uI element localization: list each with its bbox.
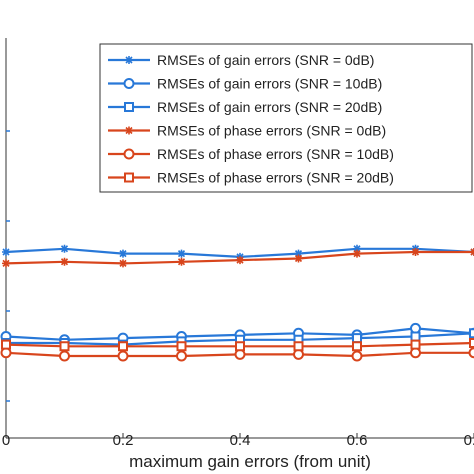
- legend-label: RMSEs of phase errors (SNR = 20dB): [157, 170, 394, 186]
- series-4-point: [2, 259, 10, 268]
- series-3-point: [352, 333, 362, 344]
- series-1-point: [60, 244, 69, 253]
- legend-entry-2: RMSEs of gain errors (SNR = 10dB): [108, 76, 382, 92]
- series-6-point: [59, 341, 70, 352]
- series-4: [2, 248, 474, 268]
- legend-entry-1: RMSEs of gain errors (SNR = 0dB): [108, 52, 374, 68]
- series-layer: [0, 244, 474, 362]
- series-6-point: [352, 341, 362, 352]
- series-4-point: [353, 249, 361, 258]
- legend-point: [123, 148, 135, 160]
- series-5-point: [468, 347, 474, 359]
- series-5-point: [59, 350, 70, 362]
- legend-entry-6: RMSEs of phase errors (SNR = 20dB): [108, 170, 394, 186]
- series-1-point: [353, 244, 361, 253]
- series-4-point: [60, 257, 69, 266]
- x-tick-label: 0.6: [347, 432, 368, 449]
- x-axis-ticks: 0 0.2 0.4 0.6 0.8: [2, 432, 474, 449]
- series-3-point: [469, 328, 474, 339]
- legend-box: [99, 43, 473, 193]
- legend-point: [123, 78, 135, 89]
- series-6-point: [235, 341, 245, 352]
- series-5-point: [351, 350, 363, 362]
- legend-label: RMSEs of phase errors (SNR = 0dB): [157, 123, 386, 139]
- series-6-point: [176, 341, 187, 352]
- legend-entry-5: RMSEs of phase errors (SNR = 10dB): [108, 146, 394, 162]
- series-4-point: [294, 254, 303, 263]
- series-5-point: [176, 350, 187, 362]
- series-6-point: [1, 339, 11, 350]
- series-6-point: [469, 338, 474, 348]
- series-4-point: [411, 248, 420, 256]
- series-1-point: [2, 248, 10, 256]
- series-1-point: [294, 249, 303, 258]
- series-1-point: [177, 249, 186, 258]
- series-6-point: [118, 341, 128, 352]
- series-6-point: [410, 339, 421, 350]
- x-axis-title: maximum gain errors (from unit): [129, 452, 371, 471]
- legend-entry-4: RMSEs of phase errors (SNR = 0dB): [108, 123, 386, 139]
- series-4-point: [236, 256, 244, 265]
- x-tick-label: 0: [2, 432, 10, 449]
- legend-label: RMSEs of gain errors (SNR = 10dB): [157, 76, 382, 92]
- legend-label: RMSEs of gain errors (SNR = 0dB): [157, 52, 374, 68]
- series-4-point: [177, 257, 186, 266]
- x-tick-label: 0.2: [113, 432, 134, 449]
- series-4-point: [470, 248, 474, 256]
- legend-point: [125, 56, 133, 64]
- legend-label: RMSEs of gain errors (SNR = 20dB): [157, 99, 382, 115]
- series-1-point: [119, 249, 127, 258]
- series-6-point: [293, 341, 304, 352]
- series-3-point: [410, 331, 421, 342]
- series-4-point: [119, 259, 127, 268]
- legend-entry-3: RMSEs of gain errors (SNR = 20dB): [108, 99, 382, 115]
- series-6: [1, 338, 474, 352]
- x-tick-label: 0.4: [230, 432, 251, 449]
- series-5-point: [117, 350, 129, 362]
- legend: RMSEs of gain errors (SNR = 0dB) RMSEs of…: [99, 43, 473, 193]
- series-5: [0, 347, 474, 362]
- legend-point: [124, 102, 134, 112]
- legend-point: [124, 172, 134, 183]
- legend-point: [125, 126, 133, 135]
- legend-label: RMSEs of phase errors (SNR = 10dB): [157, 146, 394, 162]
- x-tick-label: 0.8: [464, 432, 474, 449]
